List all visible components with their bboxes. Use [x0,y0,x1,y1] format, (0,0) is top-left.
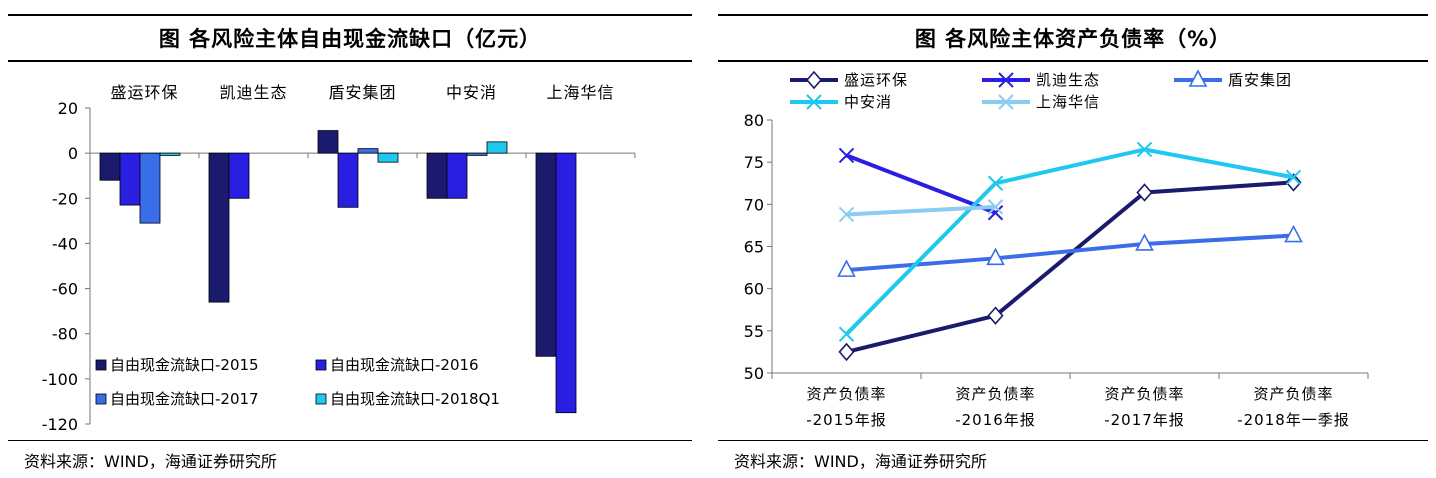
right-chart-title: 图 各风险主体资产负债率（%） [718,14,1428,62]
legend-label: 自由现金流缺口-2016 [330,356,479,374]
bar [208,152,230,303]
legend-label: 上海华信 [1036,93,1100,111]
legend-label: 凯迪生态 [1036,71,1100,89]
legend-item: 凯迪生态 [982,71,1100,89]
category-label: 中安消 [446,83,497,102]
x-category-label: -2016年报 [955,411,1036,429]
x-category-label: 资产负债率 [806,385,886,403]
diamond-marker [838,342,855,362]
legend-item: 中安消 [790,93,892,111]
legend-label: 自由现金流缺口-2018Q1 [330,390,500,408]
bar [555,152,577,414]
bar [337,152,359,208]
y-tick-label: 55 [744,322,764,341]
x-category-label: 资产负债率 [955,385,1035,403]
x-category-label: -2017年报 [1104,411,1185,429]
category-label: 凯迪生态 [219,83,287,102]
bar [486,141,508,154]
y-tick-label: -100 [42,370,78,389]
line-chart: 80757065605550资产负债率-2015年报资产负债率-2016年报资产… [744,69,1369,429]
triangle-marker [986,247,1005,266]
triangle-marker [1284,224,1303,243]
legend-label: 自由现金流缺口-2015 [110,356,259,374]
right-source-note: 资料来源：WIND，海通证券研究所 [734,452,987,471]
y-tick-label: -120 [42,415,78,434]
x-category-label: -2018年一季报 [1237,411,1350,429]
bar [535,152,557,357]
x-marker [998,94,1014,110]
x-marker [838,147,855,164]
x-category-label: 资产负债率 [1253,385,1333,403]
bar [139,152,161,224]
left-source-note: 资料来源：WIND，海通证券研究所 [24,452,277,471]
legend-swatch [95,359,107,371]
legend-swatch [95,393,107,405]
legend-item: 上海华信 [982,93,1100,111]
x-category-label: -2015年报 [806,411,887,429]
legend-item: 盛运环保 [790,70,908,90]
series-line [846,204,996,217]
left-bottom-rule [8,440,692,441]
series-line [845,153,997,215]
x-marker [806,94,822,110]
series-line [845,147,1294,336]
y-tick-label: 70 [744,195,764,214]
series-line [846,180,1294,354]
diamond-marker [805,70,823,90]
bar [159,152,181,156]
left-chart-panel: 图 各风险主体自由现金流缺口（亿元） 20 0 -20 -40 -60 -80 -100 -1… [0,0,700,478]
bar [377,152,399,163]
x-marker [1285,169,1302,186]
y-tick-label: 50 [744,364,764,383]
bar [119,152,141,206]
x-marker [838,326,855,342]
legend-label: 盛运环保 [844,71,908,89]
bar [228,152,250,199]
category-label: 盾安集团 [328,83,396,102]
x-marker [987,199,1004,215]
y-tick-label: 65 [744,238,764,257]
series-x [838,199,1004,223]
triangle-marker [1188,69,1208,87]
x-marker [1136,141,1153,158]
y-tick-label: 80 [744,111,764,130]
bar [466,152,488,156]
x-marker [998,72,1014,88]
x-marker [838,206,855,223]
legend-label: 盾安集团 [1228,71,1292,89]
diamond-marker [987,306,1004,325]
y-tick-label: 60 [744,280,764,299]
bar [99,152,121,181]
y-tick-label: -20 [52,189,78,208]
bar [317,130,339,154]
y-tick-label: -80 [52,325,78,344]
triangle-marker [837,259,856,277]
y-tick-label: -60 [52,280,78,299]
category-label: 上海华信 [546,83,614,102]
left-chart-title: 图 各风险主体自由现金流缺口（亿元） [8,14,692,62]
category-label: 盛运环保 [110,83,178,102]
diamond-marker [1136,183,1153,202]
bar [446,152,468,199]
series-x [838,141,1302,342]
bar [426,152,448,199]
y-tick-label: 75 [744,153,764,172]
y-tick-label: -40 [52,234,78,253]
bar-chart: 20 0 -20 -40 -60 -80 -100 -120 盛运环保 凯迪生态 盾安集团 中安消 上海… [42,83,636,434]
legend-swatch [315,393,327,405]
legend-label: 自由现金流缺口-2017 [110,390,259,408]
series-triangle [837,224,1303,277]
series-line [846,233,1294,273]
bar [357,148,379,154]
right-bottom-rule [718,440,1428,441]
y-tick-label: 0 [68,144,78,163]
y-tick-label: 20 [58,99,78,118]
legend-label: 中安消 [844,93,892,111]
right-chart-panel: 图 各风险主体资产负债率（%） 80 75 70 65 60 55 50 资产负债率 -2015… [710,0,1436,478]
x-category-label: 资产负债率 [1104,385,1184,403]
legend-swatch [315,359,327,371]
x-marker [987,175,1004,191]
triangle-marker [1135,233,1154,251]
legend-item: 盾安集团 [1174,69,1292,89]
